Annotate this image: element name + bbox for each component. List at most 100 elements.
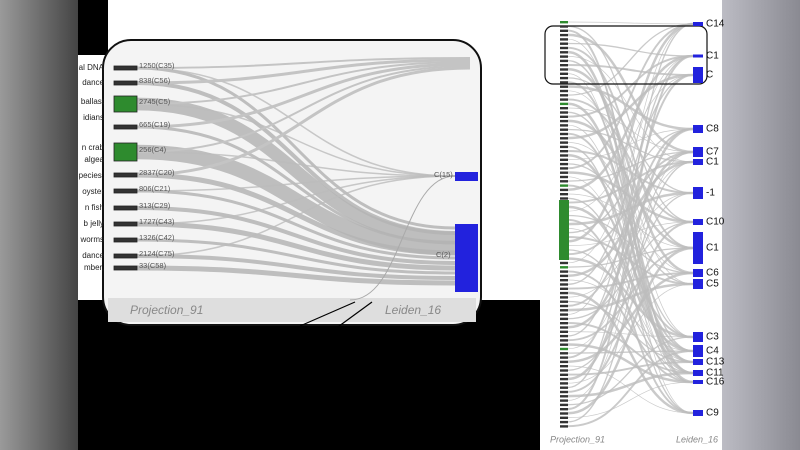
left-label: idians — [83, 113, 104, 122]
source-node — [560, 154, 568, 157]
flow — [136, 62, 471, 129]
source-node — [560, 145, 568, 149]
source-node — [560, 416, 568, 419]
flow — [567, 221, 694, 393]
flow — [567, 73, 694, 140]
left-label: ballast — [81, 97, 105, 106]
flow — [136, 67, 456, 177]
target-node — [693, 147, 703, 157]
flow — [567, 74, 694, 285]
flow — [136, 66, 471, 177]
source-label: 665(C19) — [139, 120, 171, 129]
source-node — [560, 72, 568, 75]
target-label: C(2) — [436, 250, 451, 259]
source-node — [560, 55, 568, 58]
source-node — [560, 317, 568, 321]
source-node — [560, 334, 568, 338]
source-node — [560, 94, 568, 97]
flow — [567, 161, 694, 204]
target-label: C13 — [706, 357, 725, 368]
target-node — [693, 67, 703, 83]
source-node — [113, 221, 138, 227]
source-node — [560, 64, 568, 67]
source-node — [560, 266, 568, 269]
left-label: b jelly — [84, 219, 104, 228]
source-node — [560, 51, 568, 54]
source-node — [560, 171, 568, 174]
target-label: C10 — [706, 217, 725, 228]
flow — [136, 175, 456, 257]
flow — [567, 214, 694, 274]
source-node — [560, 309, 568, 312]
target-node — [693, 332, 703, 342]
target-label: C16 — [706, 377, 725, 388]
source-label: 1326(C42) — [139, 233, 175, 242]
left-label: mber, — [84, 263, 104, 272]
source-node — [560, 33, 568, 37]
source-label: 313(C29) — [139, 201, 171, 210]
source-node — [560, 425, 568, 428]
flow — [567, 74, 694, 212]
target-label: C(15) — [434, 170, 453, 179]
source-node — [560, 38, 568, 41]
source-node — [113, 80, 138, 86]
source-node — [560, 377, 568, 381]
flow — [567, 271, 694, 363]
source-node — [113, 188, 138, 194]
flow — [567, 350, 694, 354]
flow — [136, 206, 456, 265]
source-node — [560, 85, 568, 88]
source-node — [560, 330, 568, 333]
source-node — [560, 128, 568, 131]
left-label: algea — [84, 155, 104, 164]
source-node — [560, 188, 568, 192]
flow — [567, 270, 694, 383]
source-label: 838(C56) — [139, 76, 171, 85]
flow — [567, 249, 694, 374]
source-node — [560, 68, 568, 71]
source-node — [560, 150, 568, 153]
flow — [567, 55, 694, 337]
target-node — [693, 410, 703, 416]
source-node — [560, 274, 568, 278]
flow — [567, 246, 694, 415]
source-node — [113, 65, 138, 71]
axis-left: Projection_91 — [130, 303, 203, 317]
flow — [567, 81, 694, 363]
source-node — [560, 102, 568, 106]
source-node — [560, 322, 568, 325]
flow — [567, 23, 694, 96]
flow — [567, 151, 694, 182]
flow — [567, 192, 694, 371]
flow — [567, 90, 694, 285]
target-label: C7 — [706, 147, 719, 158]
flow — [567, 150, 694, 329]
source-node — [560, 124, 568, 127]
left-label: oyster — [82, 187, 104, 196]
source-label: 2837(C20) — [139, 168, 175, 177]
target-label: C8 — [706, 124, 719, 135]
left-label: dance — [82, 78, 104, 87]
flow — [567, 23, 694, 315]
flow — [136, 57, 471, 69]
source-node — [560, 399, 568, 402]
source-node — [560, 403, 568, 407]
flow — [136, 238, 456, 275]
flow — [567, 236, 694, 285]
flow — [567, 336, 694, 406]
flow — [349, 175, 456, 301]
source-node — [560, 386, 568, 389]
source-node — [560, 141, 568, 144]
target-label: C11 — [706, 368, 724, 379]
left-label: n fish — [85, 203, 104, 212]
source-node — [560, 111, 568, 114]
flow — [136, 175, 456, 192]
source-node — [113, 142, 138, 162]
left-label: al DNA — [79, 63, 105, 72]
source-node — [560, 98, 568, 101]
source-node — [560, 390, 568, 394]
source-node — [560, 132, 568, 136]
target-label: C5 — [706, 279, 719, 290]
blur-right — [722, 0, 800, 450]
